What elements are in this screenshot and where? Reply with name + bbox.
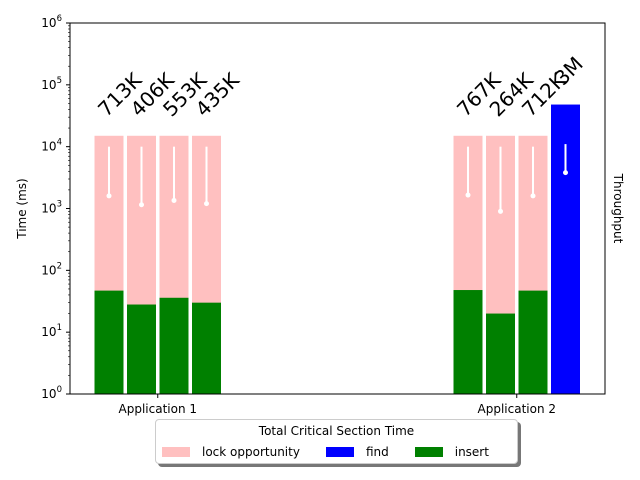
- bar-insert: [94, 290, 124, 394]
- y-tick-label: 105: [41, 76, 62, 92]
- errorbar-marker: [498, 208, 503, 214]
- y2-axis-label: Throughput: [611, 173, 625, 244]
- y-tick-label: 106: [41, 14, 62, 30]
- legend-item-lock-opportunity: lock opportunity: [162, 445, 300, 459]
- legend-entries: lock opportunity find insert: [162, 445, 511, 459]
- errorbar-marker: [465, 192, 471, 198]
- y-axis-ticks: 100 101 102 103 104 105 106: [41, 14, 70, 401]
- legend-swatch-find: [325, 447, 354, 457]
- y-tick-label: 103: [41, 200, 62, 216]
- errorbar-marker: [139, 202, 144, 208]
- bar-insert: [518, 290, 548, 394]
- errorbar-marker: [204, 201, 209, 207]
- y-tick-label: 102: [41, 261, 62, 277]
- legend-swatch-lock-opportunity: [162, 447, 190, 457]
- bar-insert: [453, 290, 483, 394]
- y-tick-label: 104: [41, 138, 62, 154]
- x-axis-ticks: Application 1 Application 2: [119, 394, 557, 416]
- y-tick-label: 100: [41, 385, 62, 401]
- errorbar-marker: [563, 170, 568, 176]
- y-tick-label: 101: [41, 323, 62, 339]
- bar-insert: [127, 304, 156, 394]
- legend-title: Total Critical Section Time: [258, 424, 415, 438]
- legend-label-lock-opportunity: lock opportunity: [202, 445, 300, 459]
- x-tick-label: Application 2: [478, 402, 557, 416]
- bar-insert: [486, 313, 515, 394]
- errorbar-marker: [106, 193, 112, 199]
- x-tick-label: Application 1: [119, 402, 198, 416]
- bars-layer: [94, 104, 580, 395]
- legend: Total Critical Section Time lock opportu…: [155, 419, 518, 464]
- legend-label-insert: insert: [454, 445, 489, 459]
- bar-insert: [159, 297, 189, 394]
- legend-label-find: find: [365, 445, 389, 459]
- errorbar-marker: [171, 197, 177, 203]
- y-axis-label: Time (ms): [15, 178, 29, 240]
- legend-item-insert: insert: [414, 445, 489, 459]
- errorbar-layer: [106, 144, 568, 214]
- bar-insert: [192, 302, 221, 394]
- errorbar-marker: [530, 193, 536, 199]
- legend-swatch-insert: [414, 447, 443, 457]
- legend-item-find: find: [325, 445, 389, 459]
